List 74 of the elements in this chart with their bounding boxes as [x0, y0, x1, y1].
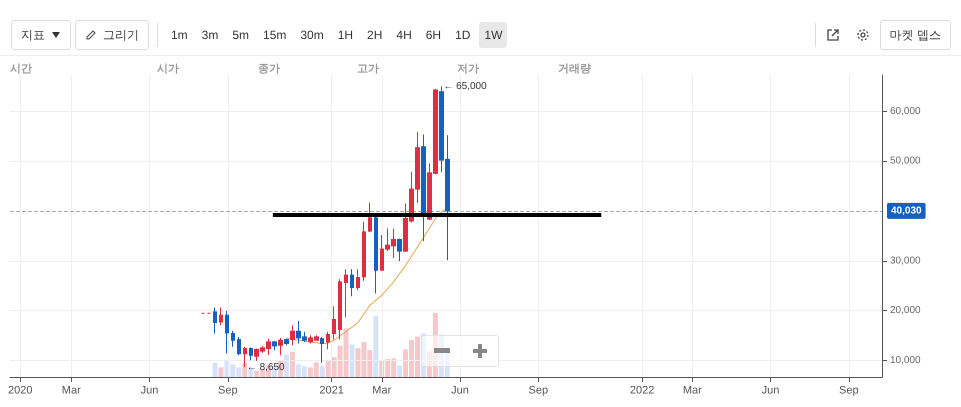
text: 15m: [262, 27, 288, 44]
text: 시가: [157, 62, 179, 76]
candlestick: [368, 202, 372, 232]
bar: [397, 365, 402, 377]
y-tick-label: 20,000: [890, 305, 922, 316]
y-tick-label: 30,000: [890, 255, 922, 266]
candlestick: [237, 336, 241, 356]
x-tick-label: Jun: [140, 384, 158, 396]
text: 6H: [424, 27, 442, 44]
text: 지표: [11, 20, 71, 50]
candlestick: [272, 340, 277, 351]
bar: [284, 354, 289, 377]
candlestick: [320, 336, 324, 364]
candlestick: [278, 337, 283, 356]
x-tick-label: Mar: [62, 384, 82, 396]
x-tick-label: Sep: [528, 384, 548, 396]
candlestick: [249, 347, 253, 361]
y-tick-label: 60,000: [890, 106, 922, 117]
text: 1W: [479, 22, 508, 48]
candlestick: [326, 331, 330, 350]
text: 고가: [357, 62, 379, 76]
y-tick-label: 50,000: [890, 156, 922, 167]
text: 그리기: [75, 20, 149, 50]
x-tick-label: 2020: [8, 384, 32, 396]
x-tick-label: Sep: [218, 384, 238, 396]
bar: [420, 333, 426, 377]
annotation: ← 8,650: [246, 362, 286, 373]
text: 2H: [366, 27, 384, 44]
x-tick-label: Mar: [682, 384, 702, 396]
bar: [218, 367, 224, 377]
candlestick: [332, 306, 336, 340]
line-series: [286, 208, 448, 344]
x-tick-label: Mar: [372, 384, 392, 396]
text: 1m: [170, 27, 189, 44]
candlestick: [374, 216, 378, 294]
text: 30m: [299, 27, 325, 44]
text: 시간: [10, 62, 32, 76]
x-tick-label: 2021: [319, 384, 344, 396]
candlestick: [225, 310, 229, 354]
candlestick: [362, 221, 366, 282]
bar: [373, 316, 378, 377]
text: 1H: [336, 27, 354, 44]
text: 3m: [200, 27, 220, 44]
candlestick: [338, 278, 342, 340]
bar: [248, 368, 254, 377]
candlestick: [231, 330, 235, 348]
ref-line-label: 40,030: [891, 205, 922, 216]
candlestick: [397, 238, 402, 262]
bar: [320, 366, 325, 377]
text: 4H: [395, 27, 413, 44]
candlestick: [356, 268, 360, 291]
bar: [290, 352, 295, 377]
x-tick-label: 2022: [630, 384, 654, 396]
text: 종가: [258, 62, 280, 76]
x-tick-label: Jun: [451, 384, 469, 396]
bar: [212, 362, 218, 377]
text: 저가: [457, 62, 479, 76]
text: 거래량: [558, 62, 591, 76]
bar: [349, 344, 354, 377]
candlestick: [213, 307, 217, 334]
candlestick: [344, 268, 348, 318]
x-tick-label: Sep: [839, 384, 859, 396]
candlestick: [290, 324, 295, 346]
candlestick: [219, 307, 223, 326]
candlestick: [284, 338, 289, 346]
text: 1D: [454, 27, 472, 44]
bar: [242, 362, 248, 377]
text: 5m: [231, 27, 250, 44]
annotation: ← 65,000: [443, 80, 488, 92]
y-tick-label: 10,000: [890, 355, 922, 366]
text: 마켓 뎁스: [880, 20, 951, 50]
x-tick-label: Jun: [762, 384, 780, 396]
candlestick: [350, 268, 354, 297]
candlestick: [421, 134, 426, 242]
